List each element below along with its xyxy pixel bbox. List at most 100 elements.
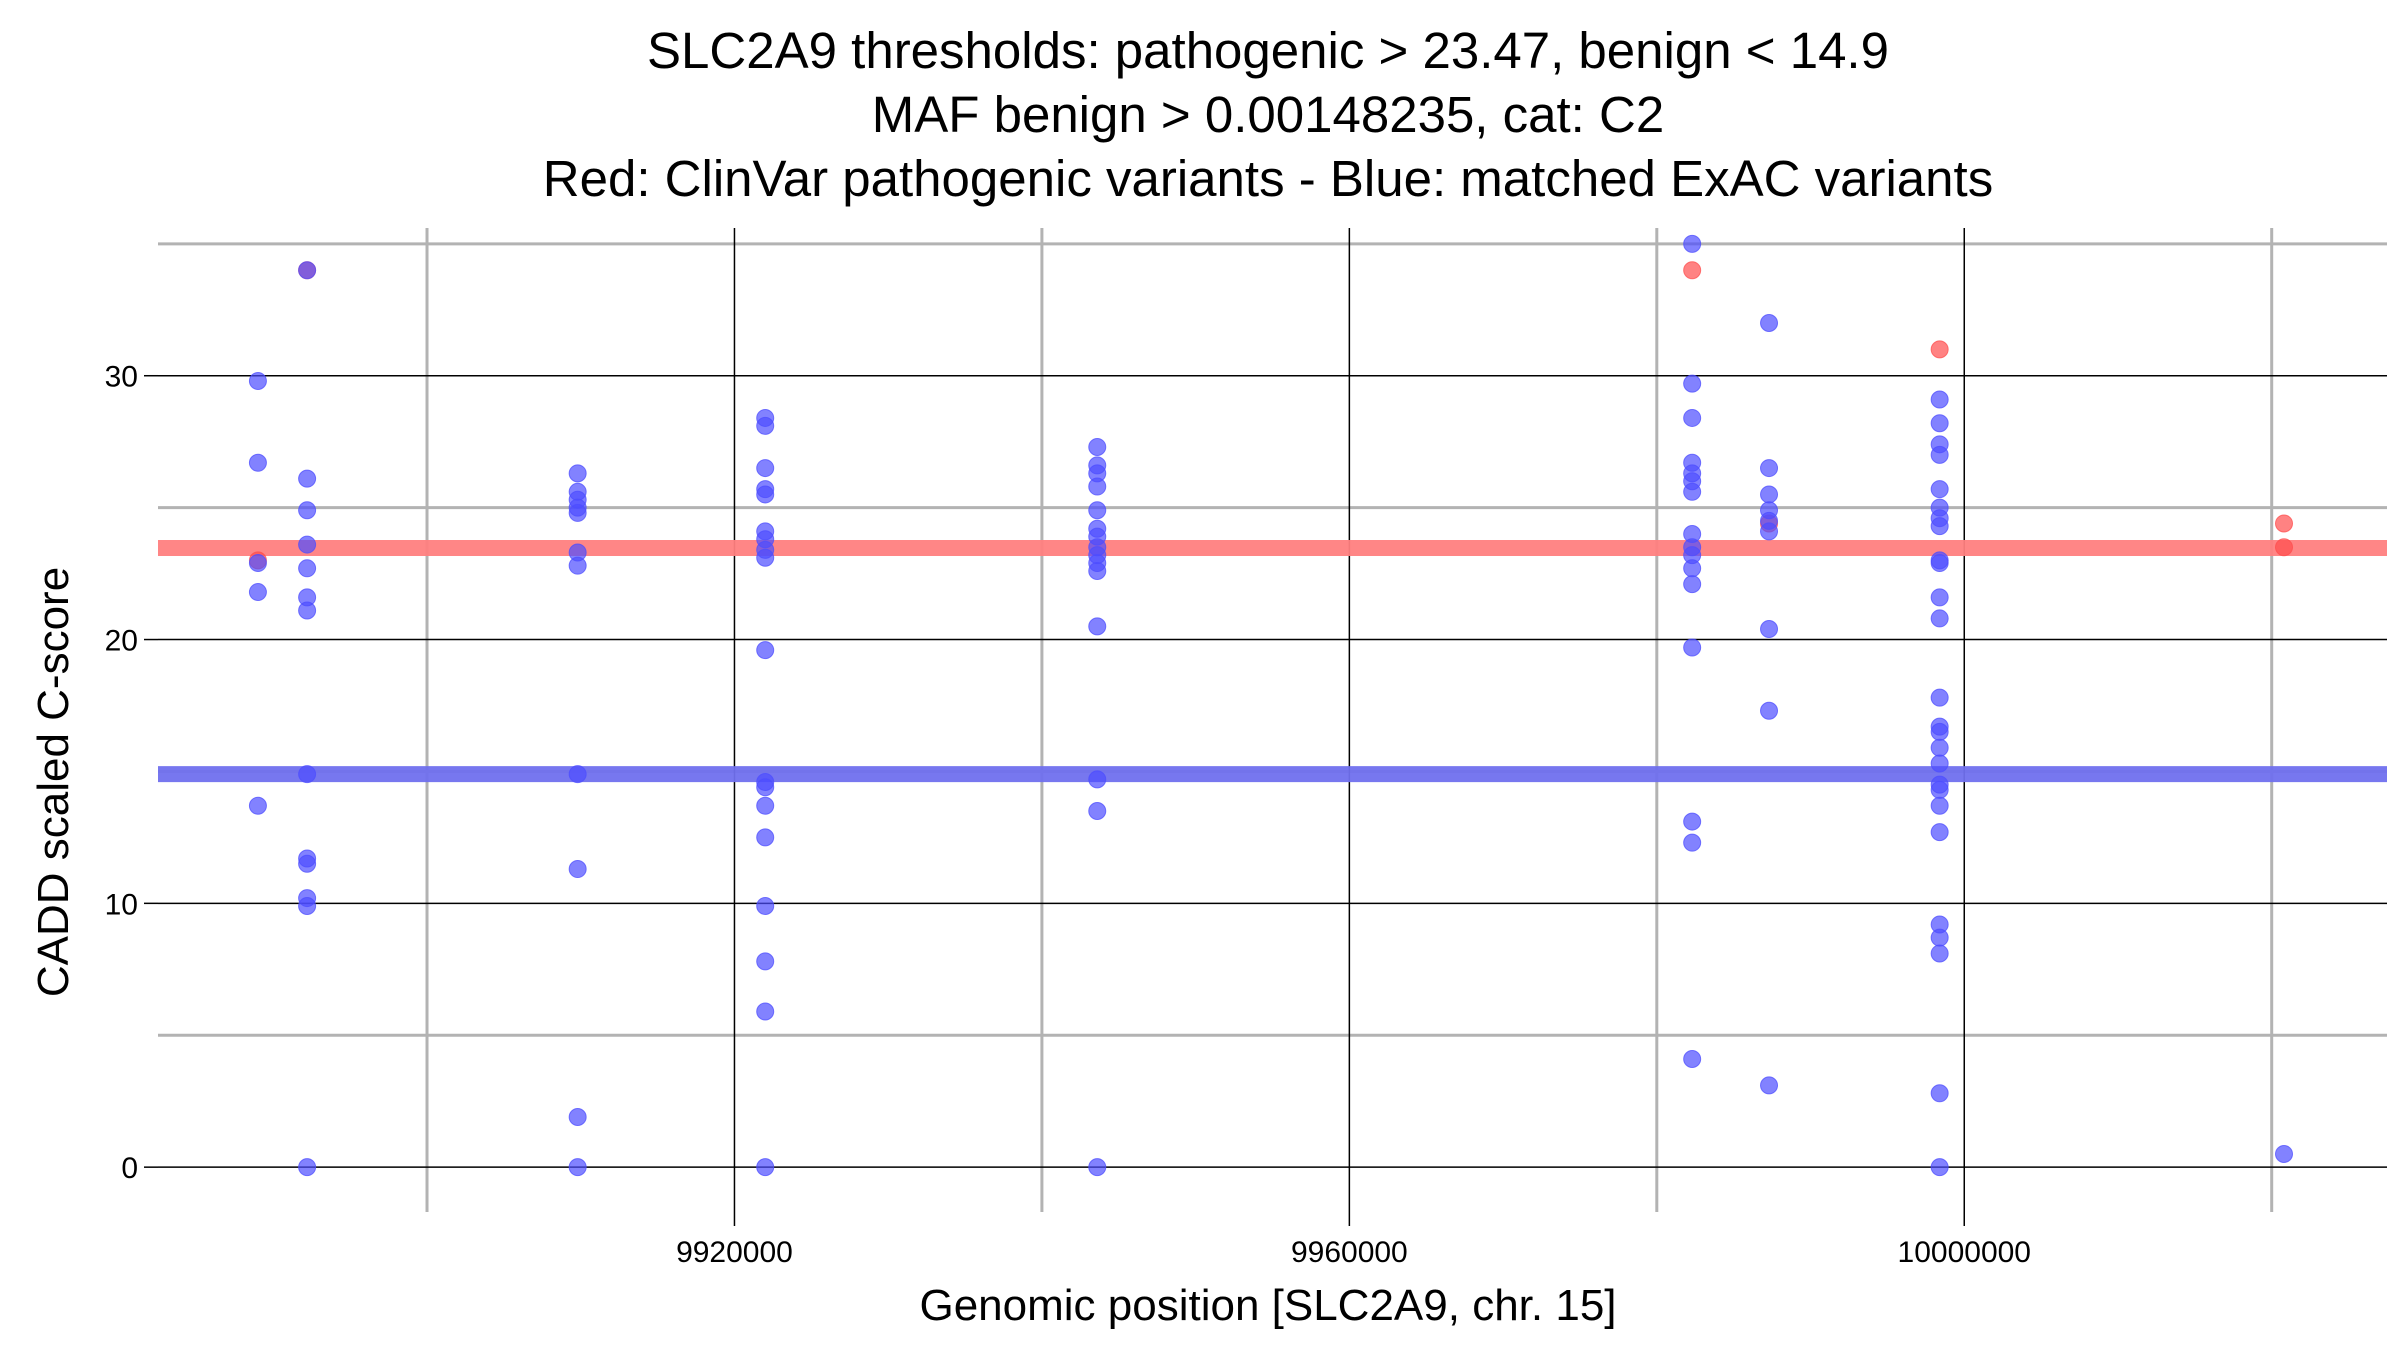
exac-matched-point <box>756 952 775 971</box>
exac-matched-point <box>1683 575 1702 594</box>
exac-matched-point <box>568 765 587 784</box>
y-tick-label: 20 <box>105 625 138 658</box>
clinvar-pathogenic-point <box>2275 514 2294 533</box>
x-axis-ticks: 9920000 9960000 10000000 <box>676 1212 2031 1269</box>
exac-matched-point <box>1088 501 1107 520</box>
exac-matched-point <box>568 503 587 522</box>
exac-matched-point <box>1930 414 1949 433</box>
chart-title-line-1: SLC2A9 thresholds: pathogenic > 23.47, b… <box>647 22 1889 79</box>
major-gridlines <box>158 228 2387 1212</box>
exac-matched-point <box>756 416 775 435</box>
exac-matched-point <box>298 1158 317 1177</box>
clinvar-pathogenic-point <box>1930 340 1949 359</box>
exac-matched-point <box>568 556 587 575</box>
exac-matched-point <box>1088 1158 1107 1177</box>
exac-matched-point <box>1930 554 1949 573</box>
exac-matched-point <box>1930 796 1949 815</box>
exac-matched-point <box>298 854 317 873</box>
exac-matched-point <box>1088 437 1107 456</box>
exac-matched-point <box>2275 1144 2294 1163</box>
y-axis-label: CADD scaled C-score <box>29 567 78 997</box>
exac-matched-point <box>248 796 267 815</box>
exac-matched-point <box>1760 701 1779 720</box>
exac-matched-point <box>298 765 317 784</box>
exac-matched-point <box>298 501 317 520</box>
exac-matched-point <box>568 860 587 879</box>
chart-title-line-3: Red: ClinVar pathogenic variants - Blue:… <box>543 150 1993 207</box>
y-axis-ticks: 0 10 20 30 <box>105 361 158 1185</box>
exac-matched-point <box>1683 638 1702 657</box>
exac-matched-point <box>298 601 317 620</box>
exac-matched-point <box>1760 1076 1779 1095</box>
exac-matched-point <box>248 453 267 472</box>
exac-matched-point <box>756 459 775 478</box>
exac-matched-point <box>1683 559 1702 578</box>
exac-matched-point <box>1088 561 1107 580</box>
exac-matched-point <box>1088 477 1107 496</box>
exac-matched-point <box>1088 770 1107 789</box>
exac-matched-point <box>298 559 317 578</box>
x-tick-label: 9920000 <box>676 1236 793 1269</box>
exac-matched-point <box>1930 609 1949 628</box>
exac-matched-point <box>298 469 317 488</box>
exac-matched-point <box>1088 617 1107 636</box>
clinvar-pathogenic-point <box>2275 538 2294 557</box>
exac-matched-point <box>756 485 775 504</box>
exac-matched-point <box>248 554 267 573</box>
x-tick-label: 10000000 <box>1898 1236 2031 1269</box>
y-tick-label: 30 <box>105 361 138 394</box>
exac-matched-point <box>568 464 587 483</box>
exac-matched-point <box>1683 1049 1702 1068</box>
x-tick-label: 9960000 <box>1291 1236 1408 1269</box>
exac-matched-point <box>1930 480 1949 499</box>
exac-matched-point <box>1930 722 1949 741</box>
exac-matched-point <box>1930 445 1949 464</box>
exac-matched-point <box>756 548 775 567</box>
exac-matched-point <box>1930 688 1949 707</box>
exac-matched-point <box>756 796 775 815</box>
exac-matched-point <box>1930 1158 1949 1177</box>
exac-matched-point <box>568 1108 587 1127</box>
exac-matched-point <box>1683 812 1702 831</box>
exac-matched-point <box>1683 408 1702 427</box>
y-tick-label: 0 <box>121 1152 138 1185</box>
exac-matched-point <box>1760 313 1779 332</box>
exac-matched-point <box>1930 754 1949 773</box>
data-points <box>248 234 2294 1177</box>
exac-matched-point <box>298 261 317 280</box>
exac-matched-point <box>756 1002 775 1021</box>
exac-matched-point <box>1683 374 1702 393</box>
clinvar-pathogenic-point <box>1683 261 1702 280</box>
exac-matched-point <box>1930 944 1949 963</box>
exac-matched-point <box>568 1158 587 1177</box>
exac-matched-point <box>756 778 775 797</box>
exac-matched-point <box>1760 459 1779 478</box>
threshold-lines <box>158 539 2387 783</box>
exac-matched-point <box>298 896 317 915</box>
exac-matched-point <box>1683 234 1702 253</box>
exac-matched-point <box>248 372 267 391</box>
exac-matched-point <box>756 828 775 847</box>
exac-matched-point <box>1930 928 1949 947</box>
y-tick-label: 10 <box>105 888 138 921</box>
exac-matched-point <box>756 641 775 660</box>
exac-matched-point <box>1930 1084 1949 1103</box>
exac-matched-point <box>298 535 317 554</box>
exac-matched-point <box>756 896 775 915</box>
exac-matched-point <box>1930 390 1949 409</box>
x-axis-label: Genomic position [SLC2A9, chr. 15] <box>919 1281 1616 1330</box>
exac-matched-point <box>1088 802 1107 821</box>
exac-matched-point <box>1930 780 1949 799</box>
exac-matched-point <box>1760 522 1779 541</box>
chart-title-line-2: MAF benign > 0.00148235, cat: C2 <box>872 86 1664 143</box>
exac-matched-point <box>1760 619 1779 638</box>
exac-matched-point <box>1760 485 1779 504</box>
exac-matched-point <box>1930 588 1949 607</box>
exac-matched-point <box>1930 738 1949 757</box>
exac-matched-point <box>248 583 267 602</box>
exac-matched-point <box>1683 833 1702 852</box>
exac-matched-point <box>756 1158 775 1177</box>
exac-matched-point <box>1683 482 1702 501</box>
exac-matched-point <box>1930 517 1949 536</box>
